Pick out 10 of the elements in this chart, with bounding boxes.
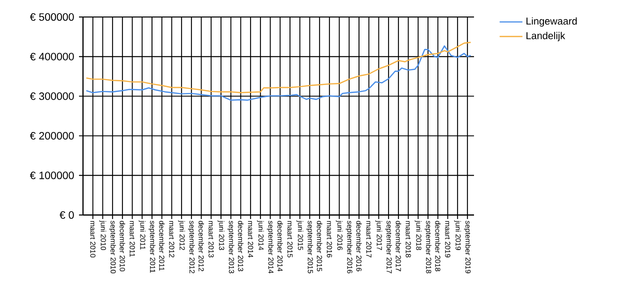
y-tick-label: € 100000 xyxy=(30,172,74,180)
line-series xyxy=(86,45,472,101)
y-tick-label: € 0 xyxy=(60,211,74,219)
y-tick-label: € 300000 xyxy=(30,92,74,100)
y-tick-label: € 500000 xyxy=(30,13,74,21)
y-tick-label: € 200000 xyxy=(30,132,74,140)
legend-label: Lingewaard xyxy=(526,17,577,27)
y-tick-label: € 400000 xyxy=(30,52,74,60)
legend-label: Landelijk xyxy=(526,32,566,42)
line-series xyxy=(86,42,472,94)
